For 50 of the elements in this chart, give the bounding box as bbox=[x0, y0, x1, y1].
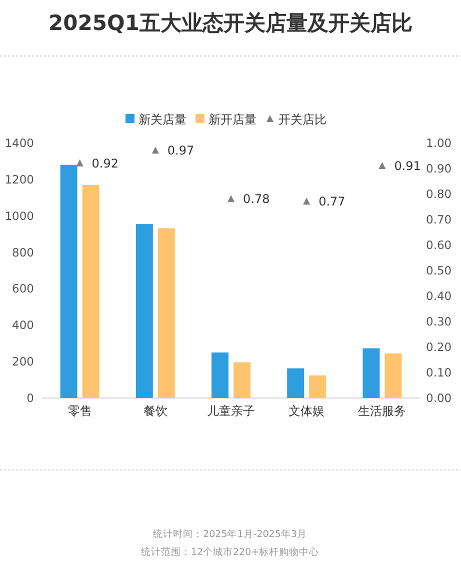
data-label: 0.77 bbox=[318, 194, 346, 209]
bar bbox=[287, 368, 304, 398]
x-tick-label: 生活服务 bbox=[358, 404, 406, 418]
text: 统计范围：12个城市220+标杆购物中心 bbox=[140, 546, 320, 558]
y2-tick-label: 0.00 bbox=[426, 391, 452, 405]
y2-tick-label: 0.20 bbox=[426, 340, 452, 354]
x-tick-label: 零售 bbox=[68, 404, 92, 418]
point bbox=[152, 146, 159, 154]
x-tick-label: 文体娱 bbox=[288, 404, 325, 418]
point bbox=[303, 198, 310, 205]
bar bbox=[362, 348, 380, 398]
y-tick-label: 400 bbox=[12, 318, 34, 332]
legend-label: 新开店量 bbox=[208, 112, 256, 126]
y-tick-label: 1200 bbox=[4, 172, 34, 186]
data-label: 0.92 bbox=[92, 156, 119, 170]
y2-tick-label: 0.30 bbox=[426, 314, 452, 328]
y2-tick-label: 0.70 bbox=[426, 212, 452, 226]
y2-tick-label: 0.90 bbox=[426, 162, 452, 176]
legend-label: 开关店比 bbox=[278, 112, 326, 126]
y-tick-label: 1400 bbox=[4, 136, 34, 150]
data-label: 0.91 bbox=[394, 158, 421, 173]
bar bbox=[136, 224, 153, 398]
y2-tick-label: 0.10 bbox=[426, 366, 452, 380]
bar bbox=[234, 362, 250, 398]
y-tick-label: 1000 bbox=[4, 208, 34, 223]
data-label: 0.78 bbox=[243, 192, 270, 206]
point bbox=[228, 195, 234, 202]
point bbox=[378, 162, 386, 169]
bar bbox=[82, 184, 100, 398]
y-tick-label: 600 bbox=[12, 282, 34, 296]
bar bbox=[158, 228, 175, 398]
bar bbox=[212, 352, 228, 398]
x-tick-label: 餐饮 bbox=[143, 404, 168, 418]
data-label: 0.97 bbox=[167, 144, 194, 158]
y2-tick-label: 0.50 bbox=[426, 264, 452, 278]
y-tick-label: 200 bbox=[12, 354, 34, 369]
point bbox=[76, 159, 84, 166]
y2-tick-label: 1.00 bbox=[426, 136, 452, 150]
y2-tick-label: 0.40 bbox=[426, 289, 452, 303]
y2-tick-label: 0.60 bbox=[426, 238, 452, 252]
y-tick-label: 0 bbox=[26, 391, 34, 405]
bar bbox=[60, 164, 78, 398]
bar bbox=[384, 353, 402, 398]
chart-title: 2025Q1五大业态开关店量及开关店比 bbox=[48, 11, 412, 35]
y-tick-label: 800 bbox=[12, 245, 34, 260]
y2-tick-label: 0.80 bbox=[426, 187, 452, 201]
legend-label: 新关店量 bbox=[138, 112, 186, 126]
text: 统计时间：2025年1月-2025年3月 bbox=[153, 528, 307, 540]
x-tick-label: 儿童亲子 bbox=[207, 404, 255, 418]
bar bbox=[309, 375, 326, 398]
